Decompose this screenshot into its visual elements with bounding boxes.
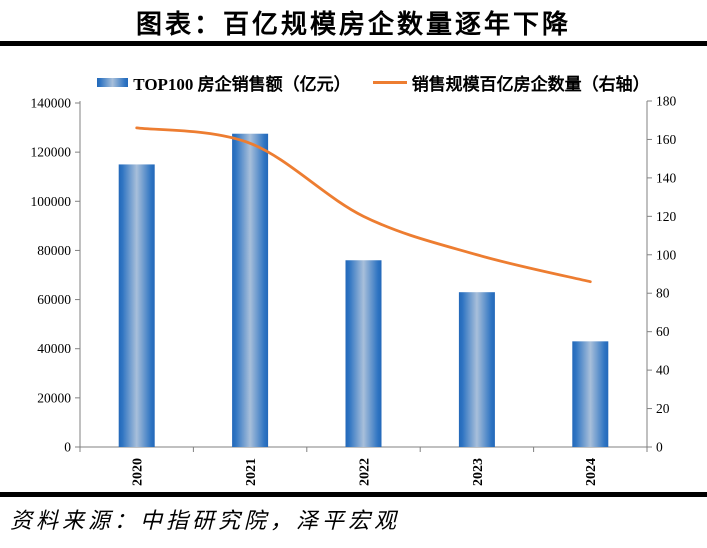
title-divider <box>0 41 707 46</box>
bar-2022 <box>345 260 382 447</box>
source-note: 资料来源：中指研究院，泽平宏观 <box>10 508 401 533</box>
left-axis-label: 60000 <box>37 292 71 307</box>
bar-2023 <box>458 292 495 447</box>
bar-series-swatch-icon <box>97 78 129 87</box>
bar-2020 <box>118 164 155 447</box>
bar-2021 <box>232 133 269 447</box>
right-axis-label: 100 <box>656 247 677 262</box>
left-axis-label: 40000 <box>37 341 71 356</box>
right-axis-label: 0 <box>656 440 663 455</box>
combo-chart: 0 20000 40000 60000 80000 100000 120000 140000 0… <box>31 95 677 486</box>
line-series-path <box>135 126 592 284</box>
right-axis-label: 120 <box>656 209 677 224</box>
right-axis-label: 180 <box>656 95 677 109</box>
bar-series-label: TOP100 房企销售额（亿元） <box>133 75 351 94</box>
right-axis-label: 60 <box>656 324 670 339</box>
line-series-label: 销售规模百亿房企数量（右轴） <box>411 75 650 94</box>
x-axis-label-2024: 2024 <box>584 458 599 486</box>
left-axis-label: 120000 <box>31 145 72 160</box>
right-axis-label: 20 <box>656 401 670 416</box>
left-axis-label: 100000 <box>31 194 72 209</box>
left-axis-label: 140000 <box>31 96 72 111</box>
right-axis-label: 80 <box>656 286 670 301</box>
right-axis-label: 160 <box>656 132 677 147</box>
legend-item-bar-series: TOP100 房企销售额（亿元） <box>97 70 351 95</box>
right-axis-label: 140 <box>656 170 677 185</box>
chart-title: 图表：百亿规模房企数量逐年下降 <box>135 10 571 39</box>
right-axis-label: 40 <box>656 363 670 378</box>
legend-item-line-series: 销售规模百亿房企数量（右轴） <box>372 70 650 95</box>
left-axis-label: 20000 <box>37 390 71 405</box>
bar-2024 <box>572 341 609 447</box>
legend: TOP100 房企销售额（亿元） 销售规模百亿房企数量（右轴） <box>20 70 707 95</box>
source-divider <box>0 492 707 497</box>
x-axis-label-2021: 2021 <box>244 458 259 486</box>
x-axis-label-2022: 2022 <box>357 458 372 486</box>
left-axis-label: 80000 <box>37 243 71 258</box>
x-axis-label-2023: 2023 <box>471 458 486 486</box>
x-axis-label-2020: 2020 <box>131 458 146 486</box>
left-axis-label: 0 <box>64 440 71 455</box>
line-series-swatch-icon <box>372 81 407 84</box>
